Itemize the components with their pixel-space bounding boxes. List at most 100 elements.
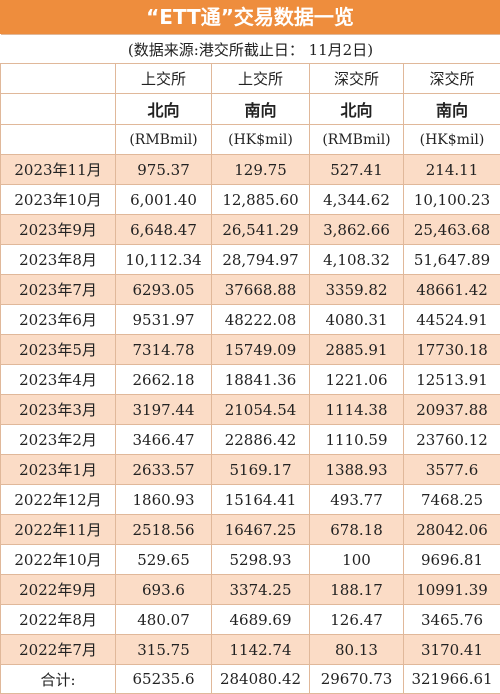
header-blank [1, 94, 116, 125]
value-cell: 28,794.97 [212, 245, 310, 275]
value-cell: 4080.31 [310, 305, 404, 335]
etf-connect-table-card: “ETT通”交易数据一览 (数据来源:港交所截止日： 11月2日) 上交所 上交… [0, 0, 500, 677]
month-cell: 2022年12月 [1, 485, 116, 515]
value-cell: 9696.81 [404, 545, 500, 575]
month-cell: 2022年7月 [1, 635, 116, 665]
value-cell: 214.11 [404, 155, 500, 185]
value-cell: 3197.44 [116, 395, 212, 425]
value-cell: 3374.25 [212, 575, 310, 605]
value-cell: 1860.93 [116, 485, 212, 515]
header-unit: (RMBmil) [310, 125, 404, 155]
value-cell: 6293.05 [116, 275, 212, 305]
value-cell: 5298.93 [212, 545, 310, 575]
header-direction: 北向 [116, 94, 212, 125]
value-cell: 18841.36 [212, 365, 310, 395]
month-cell: 2022年8月 [1, 605, 116, 635]
value-cell: 37668.88 [212, 275, 310, 305]
month-cell: 2023年7月 [1, 275, 116, 305]
value-cell: 3,862.66 [310, 215, 404, 245]
month-cell: 2022年11月 [1, 515, 116, 545]
month-cell: 2023年4月 [1, 365, 116, 395]
value-cell: 10,112.34 [116, 245, 212, 275]
month-cell: 2023年5月 [1, 335, 116, 365]
month-cell: 2023年10月 [1, 185, 116, 215]
value-cell: 493.77 [310, 485, 404, 515]
exchange-header-row: 上交所 上交所 深交所 深交所 [1, 64, 500, 94]
total-label: 合计: [1, 665, 116, 694]
header-exchange: 深交所 [404, 64, 500, 94]
value-cell: 126.47 [310, 605, 404, 635]
value-cell: 21054.54 [212, 395, 310, 425]
header-exchange: 深交所 [310, 64, 404, 94]
value-cell: 25,463.68 [404, 215, 500, 245]
month-cell: 2023年11月 [1, 155, 116, 185]
subtitle-row: (数据来源:港交所截止日： 11月2日) [1, 35, 500, 64]
value-cell: 480.07 [116, 605, 212, 635]
value-cell: 129.75 [212, 155, 310, 185]
value-cell: 100 [310, 545, 404, 575]
data-source-note: (数据来源:港交所截止日： 11月2日) [1, 35, 500, 64]
value-cell: 6,001.40 [116, 185, 212, 215]
trading-data-table: (数据来源:港交所截止日： 11月2日) 上交所 上交所 深交所 深交所 北向 … [0, 34, 500, 694]
total-value-cell: 284080.42 [212, 665, 310, 694]
total-value-cell: 321966.61 [404, 665, 500, 694]
month-cell: 2022年9月 [1, 575, 116, 605]
header-direction: 南向 [404, 94, 500, 125]
value-cell: 15164.41 [212, 485, 310, 515]
value-cell: 4,108.32 [310, 245, 404, 275]
value-cell: 26,541.29 [212, 215, 310, 245]
header-unit: (HK$mil) [404, 125, 500, 155]
value-cell: 12,885.60 [212, 185, 310, 215]
value-cell: 4689.69 [212, 605, 310, 635]
month-cell: 2023年8月 [1, 245, 116, 275]
value-cell: 4,344.62 [310, 185, 404, 215]
value-cell: 28042.06 [404, 515, 500, 545]
month-cell: 2022年10月 [1, 545, 116, 575]
value-cell: 6,648.47 [116, 215, 212, 245]
value-cell: 17730.18 [404, 335, 500, 365]
header-blank [1, 125, 116, 155]
value-cell: 10991.39 [404, 575, 500, 605]
value-cell: 20937.88 [404, 395, 500, 425]
value-cell: 678.18 [310, 515, 404, 545]
total-value-cell: 29670.73 [310, 665, 404, 694]
value-cell: 2885.91 [310, 335, 404, 365]
value-cell: 1221.06 [310, 365, 404, 395]
value-cell: 44524.91 [404, 305, 500, 335]
total-value-cell: 65235.6 [116, 665, 212, 694]
value-cell: 15749.09 [212, 335, 310, 365]
value-cell: 5169.17 [212, 455, 310, 485]
value-cell: 1142.74 [212, 635, 310, 665]
header-exchange: 上交所 [212, 64, 310, 94]
value-cell: 527.41 [310, 155, 404, 185]
value-cell: 1388.93 [310, 455, 404, 485]
value-cell: 48222.08 [212, 305, 310, 335]
value-cell: 3465.76 [404, 605, 500, 635]
value-cell: 1110.59 [310, 425, 404, 455]
value-cell: 80.13 [310, 635, 404, 665]
value-cell: 2633.57 [116, 455, 212, 485]
header-exchange: 上交所 [116, 64, 212, 94]
value-cell: 7468.25 [404, 485, 500, 515]
direction-header-row: 北向 南向 北向 南向 [1, 94, 500, 125]
header-direction: 南向 [212, 94, 310, 125]
value-cell: 2662.18 [116, 365, 212, 395]
value-cell: 1114.38 [310, 395, 404, 425]
header-unit: (RMBmil) [116, 125, 212, 155]
value-cell: 16467.25 [212, 515, 310, 545]
month-cell: 2023年9月 [1, 215, 116, 245]
value-cell: 48661.42 [404, 275, 500, 305]
